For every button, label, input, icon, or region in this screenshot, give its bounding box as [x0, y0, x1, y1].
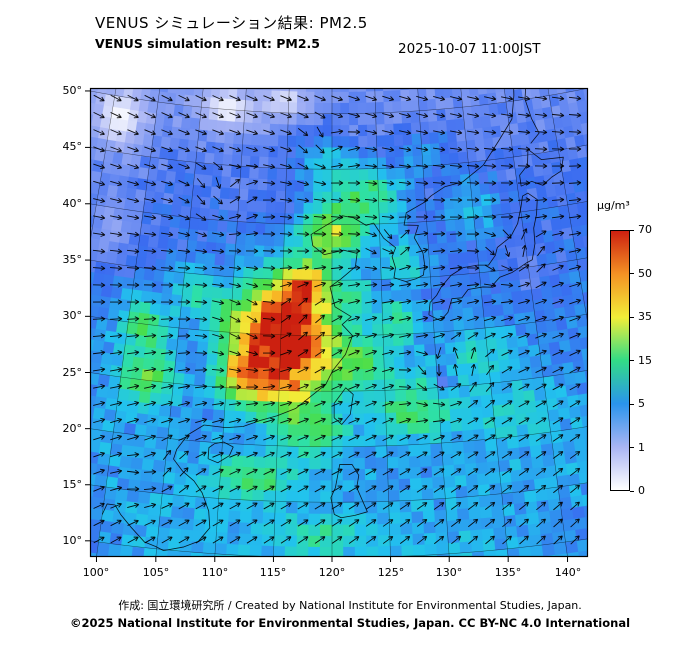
- colorbar-tick-mark: [630, 490, 634, 492]
- lon-tick-label: 120°: [318, 566, 346, 579]
- colorbar-tick-label: 50: [638, 266, 652, 280]
- colorbar-gradient: [610, 230, 630, 491]
- lon-tick-label: 100°: [82, 566, 110, 579]
- colorbar-tick-mark: [630, 447, 634, 448]
- license-text: ©2025 National Institute for Environment…: [69, 616, 631, 630]
- credit-text: 作成: 国立環境研究所 / Created by National Instit…: [118, 599, 582, 612]
- lon-tick-label: 140°: [554, 566, 582, 579]
- lat-tick-label: 50°: [62, 84, 83, 97]
- colorbar-tick-label: 70: [638, 223, 652, 236]
- lat-tick-label: 45°: [62, 140, 83, 153]
- colorbar-tick-label: 1: [638, 440, 645, 454]
- colorbar-tick-mark: [630, 360, 634, 361]
- lon-tick-label: 130°: [435, 566, 463, 579]
- colorbar-tick-label: 15: [638, 353, 652, 367]
- lat-tick-label: 10°: [62, 534, 83, 547]
- lon-tick-label: 135°: [494, 566, 522, 579]
- lon-tick-label: 110°: [201, 566, 229, 579]
- lon-tick-label: 115°: [259, 566, 287, 579]
- colorbar-tick-mark: [630, 273, 634, 274]
- lat-tick-label: 35°: [62, 253, 83, 266]
- colorbar-tick-label: 5: [638, 397, 645, 410]
- page-title-japanese: VENUS シミュレーション結果: PM2.5: [95, 14, 368, 32]
- colorbar-tick-mark: [630, 229, 634, 231]
- lat-tick-label: 15°: [62, 478, 83, 491]
- colorbar-tick-mark: [630, 316, 634, 318]
- colorbar-unit-label: µg/m³: [597, 199, 630, 212]
- page-title-english: VENUS simulation result: PM2.5: [95, 36, 320, 51]
- lon-tick-label: 105°: [142, 566, 170, 579]
- colorbar-tick-label: 0: [638, 484, 645, 497]
- colorbar-tick-mark: [630, 403, 634, 405]
- lat-tick-label: 20°: [62, 422, 83, 435]
- lat-tick-label: 30°: [62, 309, 83, 322]
- valid-time-label: 2025-10-07 11:00JST: [398, 41, 541, 57]
- lat-tick-label: 40°: [62, 197, 83, 210]
- colorbar-tick-label: 35: [638, 310, 652, 323]
- lon-tick-label: 125°: [377, 566, 405, 579]
- lat-tick-label: 25°: [62, 366, 83, 379]
